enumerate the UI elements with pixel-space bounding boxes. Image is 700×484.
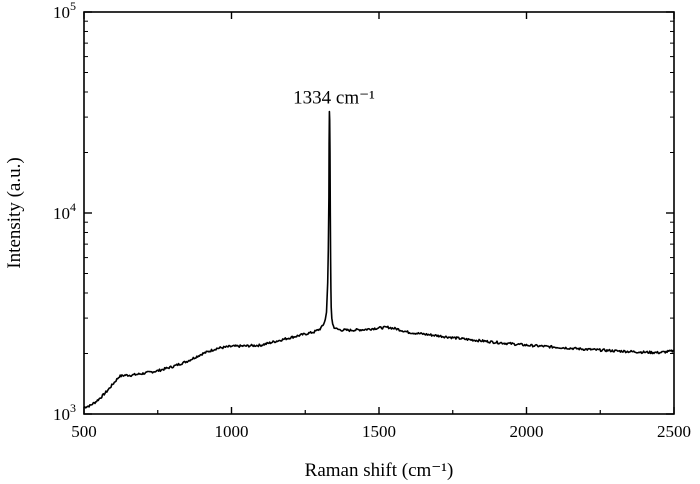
peak-annotation: 1334 cm⁻¹ [293, 87, 375, 108]
plot-frame [83, 11, 675, 415]
x-axis-ticks: 500 1000 1500 2000 2500 [71, 12, 691, 441]
x-tick-label: 1000 [215, 422, 249, 441]
y-tick-label: 105 [53, 0, 76, 22]
y-axis-title: Intensity (a.u.) [4, 157, 25, 268]
x-axis-title: Raman shift (cm⁻¹) [305, 460, 454, 481]
x-tick-label: 2500 [657, 422, 691, 441]
x-tick-label: 500 [71, 422, 97, 441]
y-axis-ticks: 103 104 105 [53, 0, 674, 424]
x-tick-label: 1500 [362, 422, 396, 441]
x-tick-label: 2000 [510, 422, 544, 441]
raman-spectrum-line [83, 110, 675, 409]
y-tick-label: 104 [53, 200, 76, 223]
y-tick-label: 103 [53, 401, 76, 424]
